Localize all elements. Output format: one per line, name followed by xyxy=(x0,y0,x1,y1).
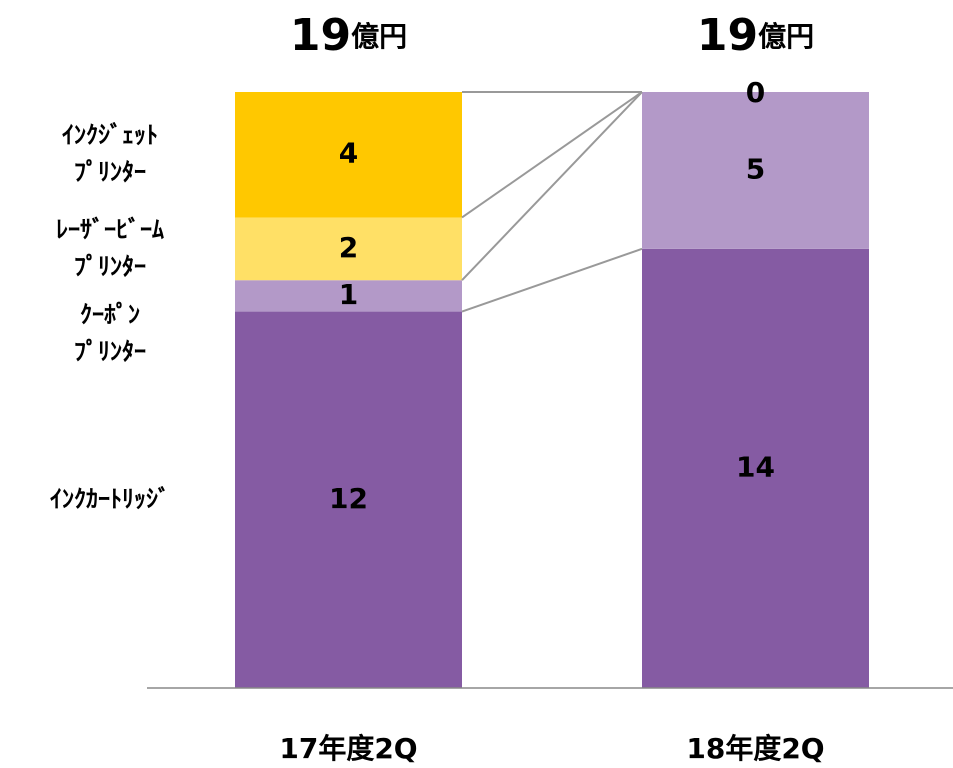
series-label-line: ﾌﾟﾘﾝﾀｰ xyxy=(74,252,146,280)
series-label-line: ﾌﾟﾘﾝﾀｰ xyxy=(74,158,146,186)
value-label: 4 xyxy=(339,137,358,170)
value-label: 2 xyxy=(339,231,358,264)
connector xyxy=(461,91,643,281)
series-label-line: ﾚｰｻﾞｰﾋﾞｰﾑ xyxy=(56,215,164,243)
total-label: 19億円 xyxy=(290,10,407,61)
connector xyxy=(461,247,643,313)
total-unit: 億円 xyxy=(351,20,407,53)
series-label-line: ｸｰﾎﾟﾝ xyxy=(80,300,140,328)
series-label: ｲﾝｸｶｰﾄﾘｯｼﾞ xyxy=(50,485,170,513)
value-label: 1 xyxy=(339,278,358,311)
value-label: 12 xyxy=(329,482,368,515)
total-value: 19 xyxy=(697,10,758,61)
value-label: 0 xyxy=(746,76,765,109)
series-label: ｲﾝｸｼﾞｪｯﾄ ﾌﾟﾘﾝﾀｰ xyxy=(62,121,158,186)
total-unit: 億円 xyxy=(758,20,814,53)
bar-segment xyxy=(235,311,462,688)
value-label: 5 xyxy=(746,152,765,185)
series-label-line: ｲﾝｸｼﾞｪｯﾄ xyxy=(62,121,158,149)
value-label: 14 xyxy=(736,450,775,483)
x-tick-label: 17年度2Q xyxy=(279,732,417,765)
series-label-line: ﾌﾟﾘﾝﾀｰ xyxy=(74,337,146,365)
bar-segment xyxy=(642,92,869,249)
bar-segment xyxy=(642,248,869,688)
total-value: 19 xyxy=(290,10,351,61)
series-label: ﾚｰｻﾞｰﾋﾞｰﾑ ﾌﾟﾘﾝﾀｰ xyxy=(56,215,164,280)
connector xyxy=(461,91,643,219)
series-label: ｸｰﾎﾟﾝ ﾌﾟﾘﾝﾀｰ xyxy=(74,300,146,365)
bar-segment xyxy=(235,217,462,281)
x-tick-label: 18年度2Q xyxy=(686,732,824,765)
bar-segment xyxy=(235,92,462,218)
series-label-line: ｲﾝｸｶｰﾄﾘｯｼﾞ xyxy=(50,485,170,513)
total-label: 19億円 xyxy=(697,10,814,61)
bar-segment xyxy=(235,280,462,312)
